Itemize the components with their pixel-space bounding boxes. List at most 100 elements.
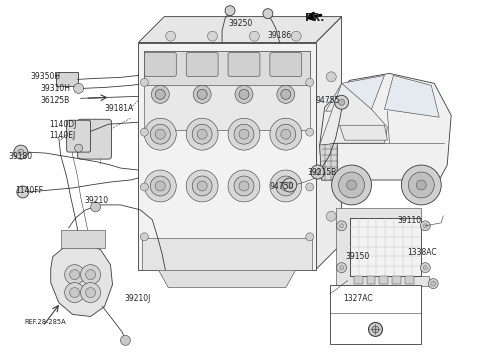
Bar (144, 50, 310, 85)
Bar (143, 238, 312, 270)
Circle shape (281, 181, 291, 191)
Circle shape (416, 180, 426, 190)
Polygon shape (51, 243, 112, 316)
Circle shape (144, 118, 176, 150)
Text: FR.: FR. (305, 13, 324, 23)
Text: 1140DJ: 1140DJ (49, 120, 76, 129)
Circle shape (140, 183, 148, 191)
Bar (60, 230, 105, 248)
Circle shape (336, 263, 347, 273)
Circle shape (431, 281, 436, 286)
Circle shape (340, 266, 344, 270)
Circle shape (70, 288, 80, 298)
Circle shape (186, 118, 218, 150)
Circle shape (306, 233, 314, 241)
Bar (330, 285, 421, 345)
Circle shape (75, 144, 83, 152)
Circle shape (428, 279, 438, 289)
Circle shape (150, 124, 170, 144)
Circle shape (166, 31, 176, 41)
Polygon shape (336, 208, 429, 285)
Circle shape (91, 202, 100, 212)
Polygon shape (384, 75, 439, 117)
Polygon shape (320, 143, 337, 180)
Circle shape (326, 141, 336, 152)
Circle shape (315, 169, 321, 175)
Circle shape (156, 129, 165, 139)
Circle shape (276, 176, 296, 196)
Circle shape (239, 89, 249, 99)
Circle shape (192, 124, 212, 144)
Bar (138, 42, 316, 270)
FancyBboxPatch shape (144, 53, 176, 76)
Circle shape (151, 85, 169, 103)
Bar (56, 72, 78, 86)
Circle shape (73, 84, 84, 93)
Bar (144, 50, 310, 130)
Text: 39310H: 39310H (41, 84, 71, 93)
Circle shape (276, 124, 296, 144)
Text: 39110: 39110 (397, 216, 421, 225)
Circle shape (65, 283, 84, 302)
Circle shape (326, 72, 336, 82)
Text: 39210J: 39210J (124, 293, 151, 302)
Circle shape (270, 118, 302, 150)
Text: 39180: 39180 (9, 152, 33, 161)
Circle shape (306, 183, 314, 191)
Circle shape (369, 323, 383, 336)
Text: REF.28-285A: REF.28-285A (25, 319, 66, 325)
Circle shape (306, 78, 314, 86)
Circle shape (423, 224, 427, 228)
Circle shape (347, 180, 357, 190)
Text: 36125B: 36125B (41, 96, 70, 105)
Circle shape (291, 31, 301, 41)
Circle shape (283, 178, 297, 192)
FancyBboxPatch shape (78, 119, 111, 159)
Circle shape (338, 172, 364, 198)
Text: 94750: 94750 (270, 182, 294, 191)
Polygon shape (325, 75, 384, 111)
Circle shape (140, 78, 148, 86)
Polygon shape (158, 270, 296, 288)
Circle shape (326, 211, 336, 221)
Bar (405, 276, 414, 284)
Bar (354, 276, 362, 284)
Circle shape (234, 176, 254, 196)
Text: 1140FF: 1140FF (15, 186, 43, 195)
Circle shape (197, 129, 207, 139)
Circle shape (239, 181, 249, 191)
Bar (349, 218, 421, 276)
Circle shape (228, 170, 260, 202)
Circle shape (281, 89, 291, 99)
Text: 39210: 39210 (84, 196, 109, 205)
Circle shape (14, 145, 28, 159)
Text: 1338AC: 1338AC (408, 248, 437, 257)
Bar (380, 276, 388, 284)
Circle shape (408, 172, 434, 198)
Circle shape (70, 270, 80, 280)
Text: 1327AC: 1327AC (344, 293, 373, 302)
Polygon shape (138, 17, 342, 42)
Circle shape (18, 149, 24, 155)
Text: 39181A: 39181A (105, 104, 134, 113)
Circle shape (193, 85, 211, 103)
FancyBboxPatch shape (67, 120, 91, 152)
Text: 39215B: 39215B (308, 168, 337, 177)
Circle shape (281, 129, 291, 139)
Circle shape (192, 176, 212, 196)
Circle shape (140, 128, 148, 136)
Circle shape (81, 265, 100, 285)
Circle shape (423, 266, 427, 270)
Polygon shape (320, 84, 387, 145)
Circle shape (239, 129, 249, 139)
Circle shape (17, 186, 29, 198)
Circle shape (401, 165, 441, 205)
FancyBboxPatch shape (228, 53, 260, 76)
Circle shape (156, 181, 165, 191)
Circle shape (150, 176, 170, 196)
Circle shape (228, 118, 260, 150)
Circle shape (144, 170, 176, 202)
Circle shape (336, 221, 347, 231)
Circle shape (140, 233, 148, 241)
Text: 1140EJ: 1140EJ (49, 131, 75, 140)
